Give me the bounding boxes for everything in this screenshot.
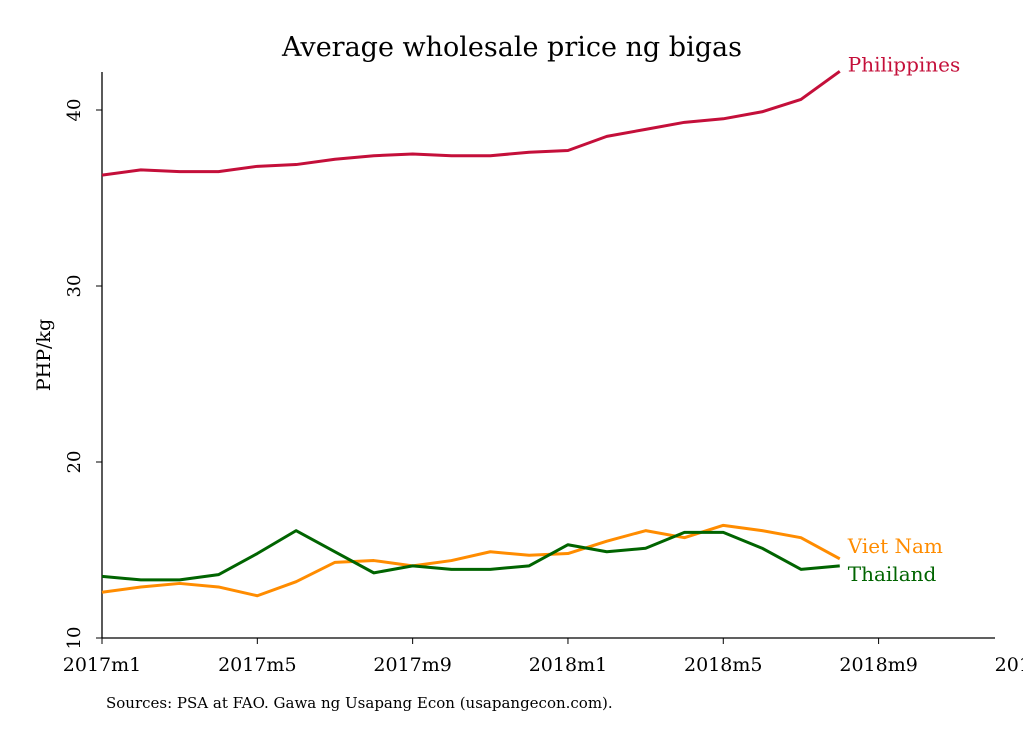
x-tick-label: 2018m1 [529, 654, 607, 676]
x-tick-label: 2018m5 [684, 654, 762, 676]
x-tick-label: 2017m9 [373, 654, 451, 676]
series-label: Viet Nam [847, 534, 943, 558]
y-tick-label: 40 [64, 99, 85, 122]
series-line-philippines [101, 70, 841, 177]
y-axis-label: PHP/kg [33, 319, 55, 391]
series-line-thailand [101, 529, 840, 582]
series-label: Philippines [848, 52, 961, 76]
chart-title: Average wholesale price ng bigas [281, 32, 742, 63]
y-tick-label: 20 [64, 451, 85, 474]
source-note: Sources: PSA at FAO. Gawa ng Usapang Eco… [106, 694, 613, 712]
x-tick-label: 2017m1 [63, 654, 141, 676]
x-tick-label: 2018m9 [839, 654, 917, 676]
y-tick-label: 10 [64, 627, 85, 650]
series-label: Thailand [848, 562, 937, 586]
x-tick-label: 2019m1 [995, 654, 1023, 676]
y-tick-label: 30 [64, 275, 85, 298]
x-tick-label: 2017m5 [218, 654, 296, 676]
series-line-viet-nam [101, 523, 841, 598]
